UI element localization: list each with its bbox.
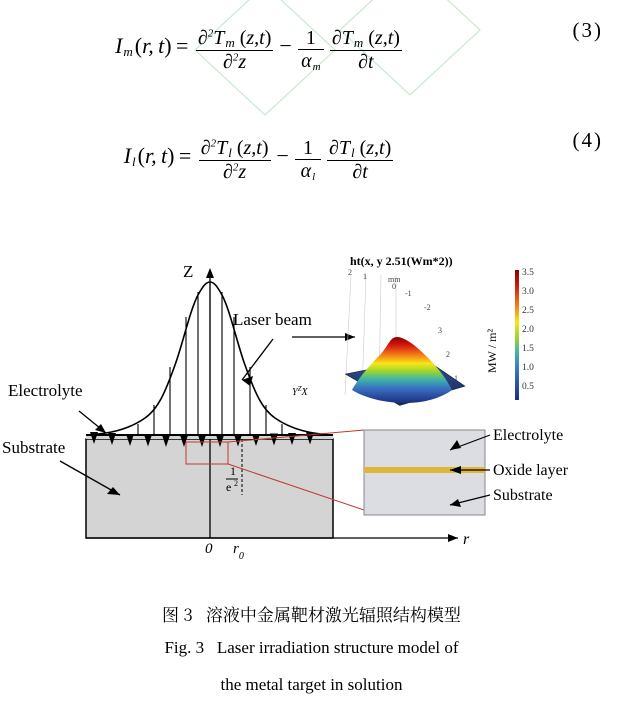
svg-text:Z: Z — [183, 262, 193, 281]
svg-text:2: 2 — [446, 350, 450, 359]
svg-text:2.0: 2.0 — [522, 325, 534, 335]
svg-text:1.0: 1.0 — [522, 363, 534, 373]
svg-text:1: 1 — [363, 272, 367, 281]
svg-text:2.5: 2.5 — [522, 306, 534, 316]
svg-text:1.5: 1.5 — [522, 344, 534, 354]
svg-text:-2: -2 — [424, 303, 431, 312]
svg-text:3.5: 3.5 — [522, 268, 534, 278]
svg-text:r: r — [463, 531, 470, 548]
svg-text:0: 0 — [205, 541, 213, 557]
svg-text:e: e — [226, 480, 231, 494]
svg-text:MW / m²: MW / m² — [485, 329, 499, 373]
svg-text:-1: -1 — [405, 289, 412, 298]
svg-text:ht(x, y 2.51(Wm*2)): ht(x, y 2.51(Wm*2)) — [350, 255, 453, 268]
svg-text:YZX: YZX — [292, 385, 308, 398]
svg-text:2: 2 — [234, 479, 238, 488]
svg-text:r0: r0 — [233, 541, 244, 562]
svg-text:3: 3 — [438, 326, 442, 335]
svg-text:3.0: 3.0 — [522, 287, 534, 297]
svg-text:Substrate: Substrate — [2, 438, 65, 457]
svg-text:Oxide layer: Oxide layer — [493, 462, 569, 479]
svg-text:Electrolyte: Electrolyte — [493, 427, 563, 444]
svg-text:Substrate: Substrate — [493, 487, 553, 504]
svg-text:Electrolyte: Electrolyte — [8, 381, 83, 400]
svg-text:0.5: 0.5 — [522, 382, 534, 392]
svg-text:0: 0 — [392, 282, 396, 291]
svg-text:2: 2 — [348, 268, 352, 277]
svg-text:Laser beam: Laser beam — [233, 310, 312, 329]
